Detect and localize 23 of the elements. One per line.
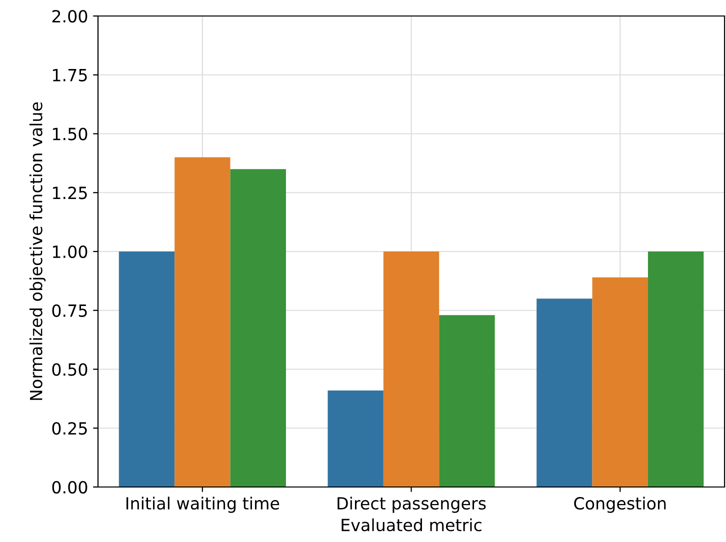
x-tick-label: Direct passengers (338, 496, 486, 513)
y-tick-label: 2.00 (52, 10, 88, 23)
y-tick-label: 1.75 (53, 69, 87, 82)
bar (383, 252, 440, 487)
bar (328, 390, 384, 487)
bar (536, 298, 592, 487)
y-tick-label: 0.75 (52, 304, 87, 317)
y-tick-label: 1.25 (53, 186, 87, 200)
bar (118, 252, 175, 487)
bar (230, 169, 286, 487)
y-tick-label: 0.00 (52, 480, 88, 494)
y-tick-label: 1.50 (53, 128, 88, 140)
x-tick-label: Initial waiting time (126, 496, 280, 513)
y-tick-label: 0.25 (52, 422, 87, 435)
x-axis-title: Evaluated metric (342, 518, 482, 532)
y-tick-label: 1.00 (53, 245, 88, 258)
bar (174, 157, 230, 487)
bar (648, 252, 704, 487)
bar (439, 315, 495, 487)
bar (592, 277, 648, 487)
y-tick-label: 0.50 (52, 363, 88, 376)
x-tick-label: Congestion (574, 496, 666, 513)
y-axis-title: Normalized objective function value (29, 102, 46, 400)
